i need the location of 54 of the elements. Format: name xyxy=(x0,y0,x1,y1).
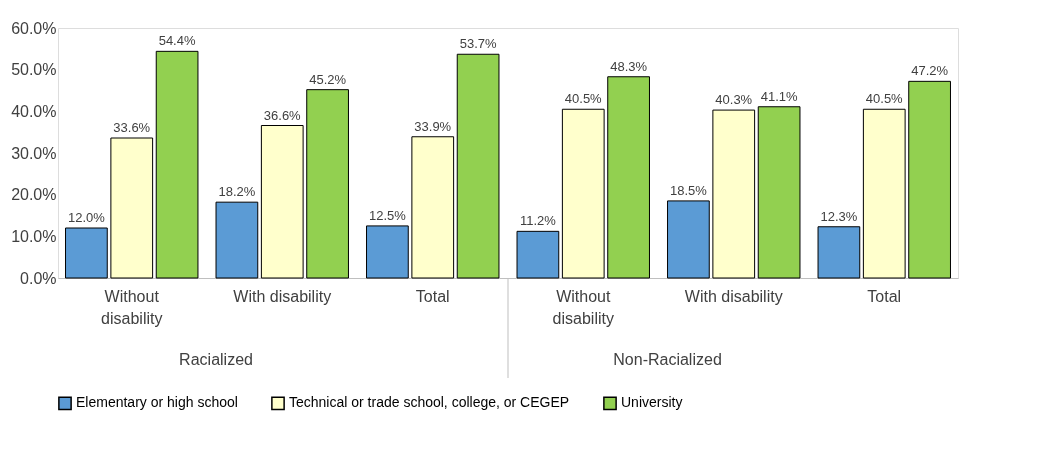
bar xyxy=(516,230,560,279)
y-tick-label: 30.0% xyxy=(11,144,57,162)
bar xyxy=(366,225,409,279)
bar xyxy=(306,89,349,279)
data-label: 33.6% xyxy=(113,120,151,135)
text: Racialized xyxy=(179,351,253,368)
x-tick-label: Total xyxy=(867,287,902,305)
bar xyxy=(607,76,650,279)
data-label: 40.5% xyxy=(865,91,904,107)
x-tick-label: With disability xyxy=(233,287,332,305)
data-label: 45.2% xyxy=(309,71,347,87)
x-tick-label: Without disability xyxy=(552,287,614,327)
bar xyxy=(908,80,951,279)
data-label: 47.2% xyxy=(911,63,949,79)
y-tick-label: 50.0% xyxy=(11,61,57,79)
bar xyxy=(561,108,605,279)
data-label: 36.6% xyxy=(263,107,302,123)
bar xyxy=(862,108,906,279)
data-label: 12.3% xyxy=(820,208,858,224)
data-label: 11.2% xyxy=(519,213,557,229)
bar xyxy=(712,109,756,279)
bar xyxy=(456,53,500,279)
bar xyxy=(411,136,455,279)
bar xyxy=(110,137,154,279)
x-tick-label: Total xyxy=(415,287,450,305)
bar xyxy=(667,200,710,279)
data-label: 53.7% xyxy=(459,36,497,52)
data-label: 40.3% xyxy=(715,92,753,108)
text: Non-Racialized xyxy=(613,351,722,368)
legend-label: Technical or trade school, college, or CEGEP xyxy=(289,394,570,411)
data-label: 33.9% xyxy=(414,118,452,134)
legend-label: Elementary or high school xyxy=(76,394,238,411)
bar xyxy=(65,227,108,279)
x-tick-label: With disability xyxy=(684,287,783,305)
data-label: 12.0% xyxy=(67,210,106,225)
bar xyxy=(155,50,199,279)
data-label: 18.2% xyxy=(218,184,256,200)
y-tick-label: 20.0% xyxy=(11,186,57,204)
bar xyxy=(215,201,259,279)
data-label: 40.5% xyxy=(564,91,603,107)
y-tick-label: 0.0% xyxy=(20,269,57,287)
data-label: 48.3% xyxy=(610,58,648,74)
y-tick-label: 60.0% xyxy=(11,19,57,37)
bar xyxy=(260,125,304,279)
y-tick-label: 10.0% xyxy=(11,227,57,245)
data-label: 54.4% xyxy=(158,33,196,49)
data-label: 12.5% xyxy=(368,207,407,223)
y-tick-label: 40.0% xyxy=(11,102,57,120)
data-label: 18.5% xyxy=(669,182,708,198)
bar xyxy=(817,226,861,279)
legend-label: University xyxy=(621,394,683,411)
x-tick-label: Without disability xyxy=(101,287,163,327)
bar xyxy=(757,106,801,279)
data-label: 41.1% xyxy=(760,88,798,104)
